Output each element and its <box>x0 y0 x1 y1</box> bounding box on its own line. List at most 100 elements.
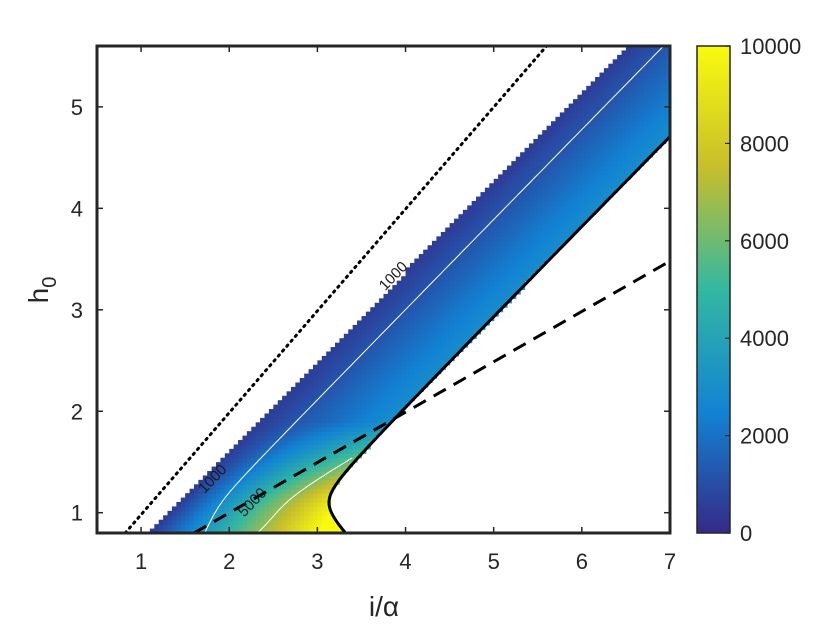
heatmap-cell <box>555 134 561 140</box>
heatmap-cell <box>383 298 389 304</box>
heatmap-cell <box>625 85 631 91</box>
heatmap-cell <box>639 68 645 74</box>
heatmap-cell <box>295 528 301 533</box>
heatmap-cell <box>445 254 451 260</box>
heatmap-cell <box>599 103 605 109</box>
heatmap-cell <box>374 382 380 388</box>
heatmap-cell <box>480 254 486 260</box>
heatmap-cell <box>493 267 499 273</box>
heatmap-cell <box>520 267 526 273</box>
heatmap-cell <box>246 462 252 468</box>
heatmap-cell <box>559 174 565 180</box>
heatmap-cell <box>577 103 583 109</box>
heatmap-cell <box>396 320 402 326</box>
heatmap-cell <box>423 280 429 286</box>
heatmap-cell <box>290 493 296 499</box>
heatmap-cell <box>511 285 517 291</box>
heatmap-cell <box>339 413 345 419</box>
heatmap-cell <box>528 249 534 255</box>
heatmap-cell <box>348 400 354 406</box>
heatmap-cell <box>537 258 543 264</box>
heatmap-cell <box>299 510 305 516</box>
heatmap-cell <box>656 68 662 74</box>
heatmap-cell <box>343 462 349 468</box>
heatmap-cell <box>630 134 636 140</box>
heatmap-cell <box>630 152 636 158</box>
heatmap-cell <box>436 347 442 353</box>
heatmap-cell <box>321 355 327 361</box>
heatmap-cell <box>603 178 609 184</box>
heatmap-cell <box>326 378 332 384</box>
heatmap-cell <box>511 245 517 251</box>
heatmap-cell <box>308 435 314 441</box>
heatmap-cell <box>379 369 385 375</box>
heatmap-cell <box>440 342 446 348</box>
heatmap-cell <box>506 205 512 211</box>
heatmap-cell <box>542 227 548 233</box>
heatmap-cell <box>273 488 279 494</box>
heatmap-cell <box>295 386 301 392</box>
heatmap-cell <box>361 333 367 339</box>
heatmap-cell <box>643 130 649 136</box>
heatmap-cell <box>198 528 204 533</box>
heatmap-cell <box>625 46 631 52</box>
heatmap-cell <box>559 161 565 167</box>
heatmap-cell <box>533 187 539 193</box>
heatmap-cell <box>520 258 526 264</box>
heatmap-cell <box>374 329 380 335</box>
heatmap-cell <box>462 249 468 255</box>
heatmap-cell <box>449 298 455 304</box>
heatmap-cell <box>590 85 596 91</box>
heatmap-cell <box>326 431 332 437</box>
heatmap-cell <box>290 519 296 525</box>
heatmap-cell <box>661 125 667 131</box>
heatmap-cell <box>555 178 561 184</box>
heatmap-cell <box>493 200 499 206</box>
heatmap-cell <box>295 519 301 525</box>
heatmap-cell <box>286 471 292 477</box>
heatmap-cell <box>608 125 614 131</box>
heatmap-cell <box>498 200 504 206</box>
heatmap-cell <box>647 138 653 144</box>
heatmap-cell <box>550 152 556 158</box>
heatmap-cell <box>277 515 283 521</box>
heatmap-cell <box>595 85 601 91</box>
heatmap-cell <box>335 457 341 463</box>
heatmap-cell <box>255 444 261 450</box>
heatmap-cell <box>335 347 341 353</box>
heatmap-cell <box>321 395 327 401</box>
heatmap-cell <box>533 147 539 153</box>
heatmap-cell <box>414 316 420 322</box>
heatmap-cell <box>370 395 376 401</box>
heatmap-cell <box>405 338 411 344</box>
heatmap-cell <box>312 457 318 463</box>
heatmap-cell <box>339 342 345 348</box>
heatmap-cell <box>383 338 389 344</box>
heatmap-cell <box>392 298 398 304</box>
heatmap-cell <box>440 311 446 317</box>
heatmap-cell <box>308 466 314 472</box>
heatmap-cell <box>277 462 283 468</box>
heatmap-cell <box>630 94 636 100</box>
heatmap-cell <box>550 236 556 242</box>
heatmap-cell <box>555 138 561 144</box>
heatmap-cell <box>436 249 442 255</box>
heatmap-cell <box>343 369 349 375</box>
heatmap-cell <box>273 417 279 423</box>
heatmap-cell <box>524 271 530 277</box>
heatmap-cell <box>436 338 442 344</box>
heatmap-cell <box>555 156 561 162</box>
heatmap-cell <box>617 116 623 122</box>
heatmap-cell <box>493 209 499 215</box>
heatmap-cell <box>361 373 367 379</box>
heatmap-cell <box>515 249 521 255</box>
heatmap-cell <box>339 400 345 406</box>
heatmap-cell <box>559 187 565 193</box>
heatmap-cell <box>480 289 486 295</box>
heatmap-cell <box>295 440 301 446</box>
heatmap-cell <box>317 479 323 485</box>
heatmap-cell <box>559 134 565 140</box>
heatmap-cell <box>603 183 609 189</box>
heatmap-cell <box>586 147 592 153</box>
heatmap-cell <box>357 422 363 428</box>
